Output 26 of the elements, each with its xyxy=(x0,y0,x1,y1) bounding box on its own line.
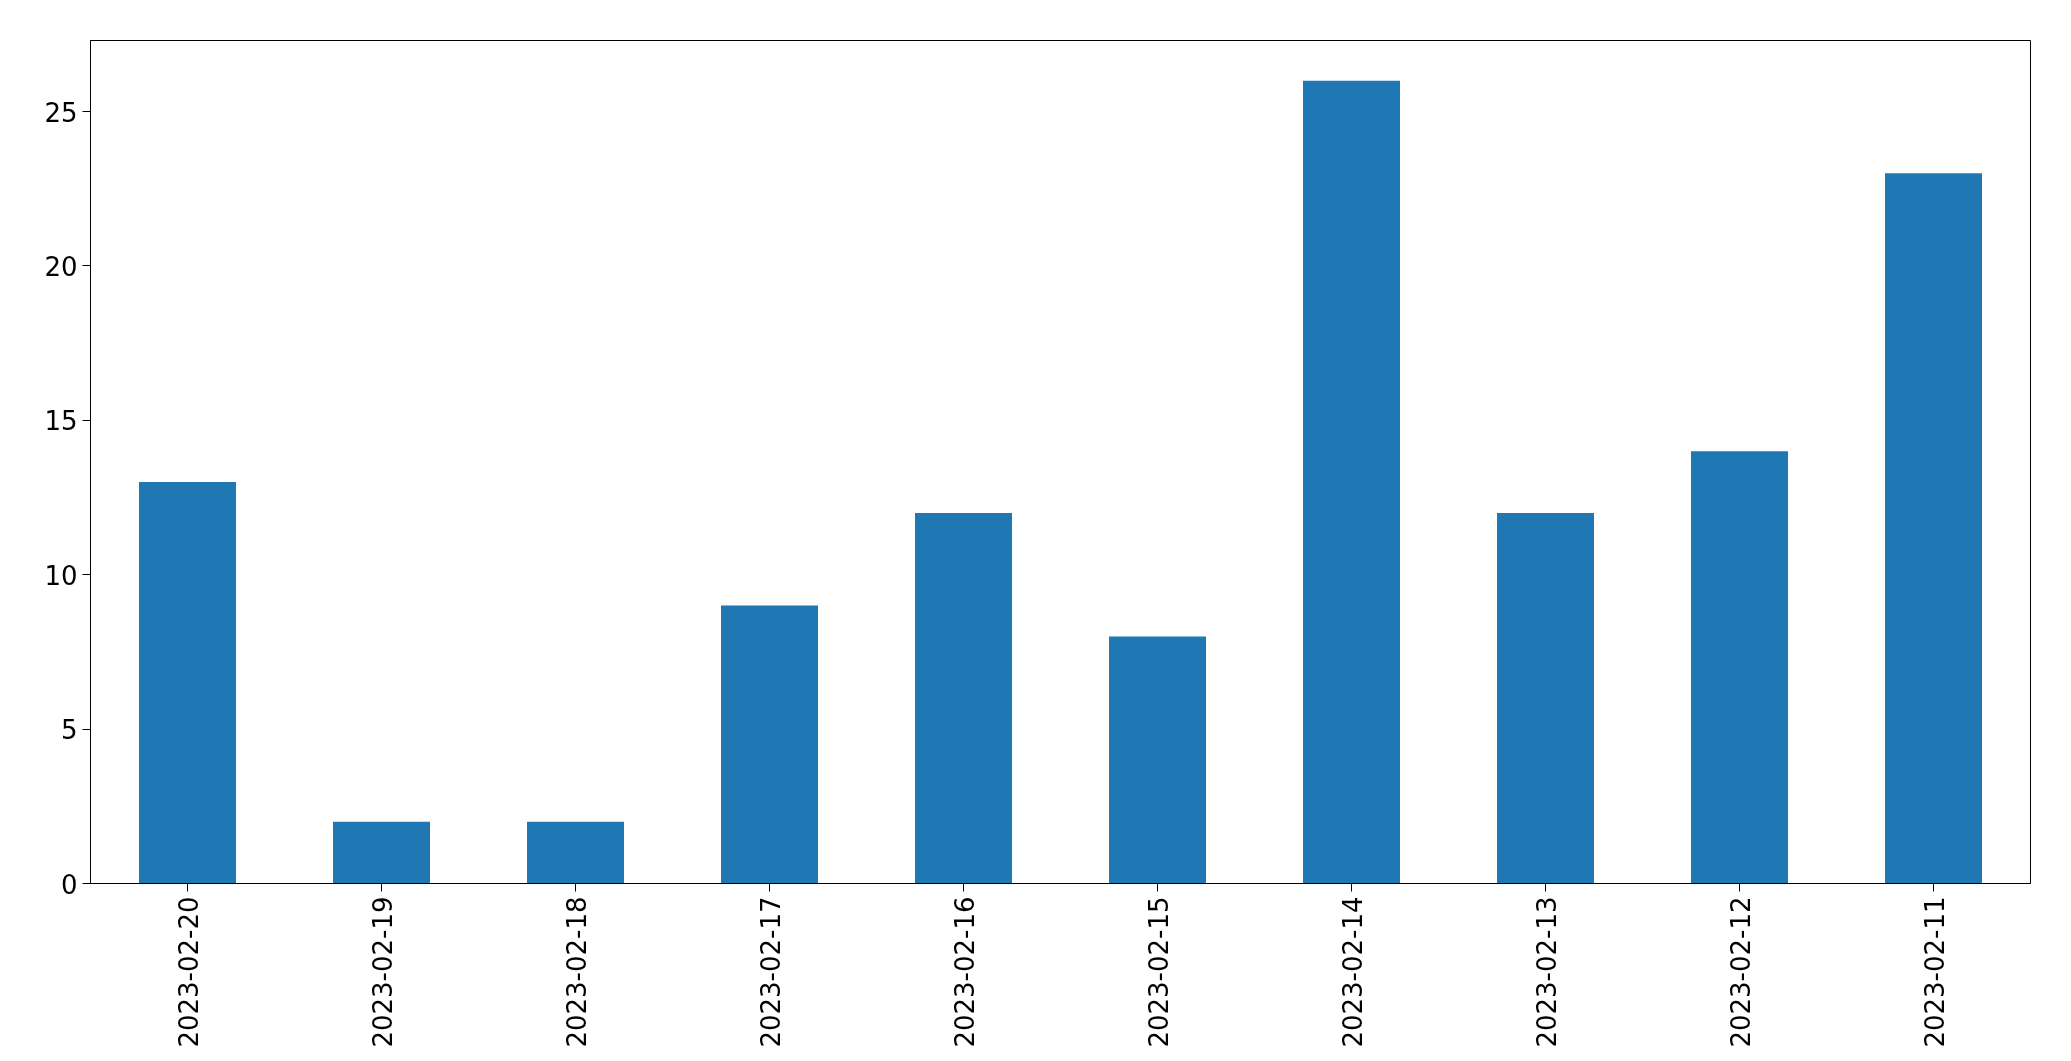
bar xyxy=(527,821,624,884)
x-tick-label: 2023-02-18 xyxy=(561,896,592,1048)
x-tick-label: 2023-02-12 xyxy=(1725,896,1756,1048)
x-tick-label: 2023-02-20 xyxy=(173,896,204,1048)
bar xyxy=(915,512,1012,884)
y-tick-label: 20 xyxy=(44,251,78,282)
x-tick-label: 2023-02-17 xyxy=(755,896,786,1048)
bar xyxy=(1109,636,1206,884)
bar xyxy=(333,821,430,884)
y-tick-label: 5 xyxy=(60,715,78,746)
x-tick-label: 2023-02-14 xyxy=(1337,896,1368,1048)
bar xyxy=(1691,451,1788,884)
bar xyxy=(1303,80,1400,884)
y-tick-label: 15 xyxy=(44,406,78,437)
bar xyxy=(139,482,236,884)
x-tick-label: 2023-02-19 xyxy=(367,896,398,1048)
x-tick-label: 2023-02-16 xyxy=(949,896,980,1048)
bar xyxy=(721,605,818,884)
x-tick-label: 2023-02-13 xyxy=(1531,896,1562,1048)
y-tick-label: 25 xyxy=(44,97,78,128)
x-tick-label: 2023-02-15 xyxy=(1143,896,1174,1048)
bar xyxy=(1497,512,1594,884)
x-tick-label: 2023-02-11 xyxy=(1919,896,1950,1048)
bar xyxy=(1885,173,1982,884)
y-tick-label: 0 xyxy=(60,869,78,900)
y-tick-label: 10 xyxy=(44,560,78,591)
